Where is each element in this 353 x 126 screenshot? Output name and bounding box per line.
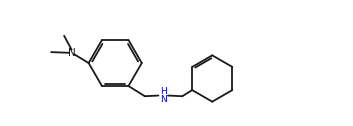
Text: N: N [68, 48, 76, 58]
Text: H
N: H N [160, 87, 167, 104]
